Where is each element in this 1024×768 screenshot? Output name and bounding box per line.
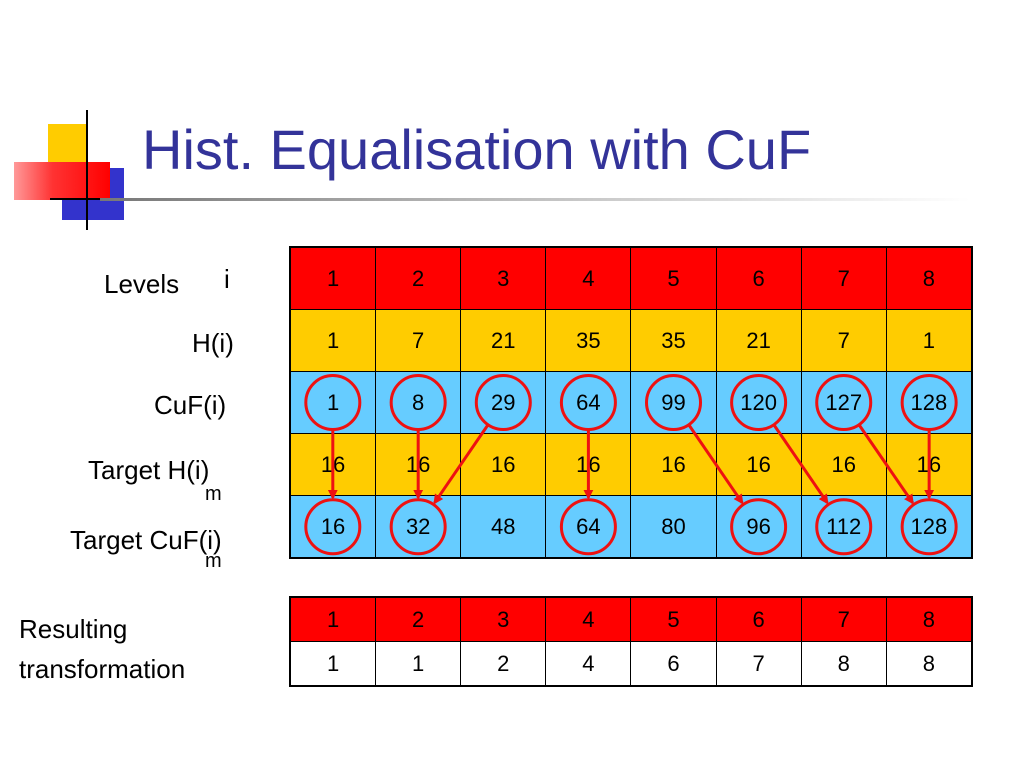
target-cuf-cell: 112 — [800, 495, 887, 559]
h-cell: 21 — [460, 309, 547, 372]
target-h-cell: 16 — [800, 433, 887, 496]
result-level-cell: 7 — [800, 596, 887, 642]
target-cuf-cell: 32 — [375, 495, 462, 559]
cuf-cell: 64 — [545, 371, 632, 434]
result-value-cell: 1 — [375, 641, 462, 687]
cuf-cell: 1 — [289, 371, 377, 434]
target-cuf-cell: 128 — [885, 495, 973, 559]
label-cuf: CuF(i) — [154, 390, 227, 420]
result-levels-row: 1 2 3 4 5 6 7 8 — [289, 596, 973, 642]
result-value-cell: 4 — [545, 641, 632, 687]
title-underline — [100, 198, 970, 201]
levels-cell: 3 — [460, 246, 547, 310]
result-value-cell: 7 — [715, 641, 802, 687]
levels-cell: 2 — [375, 246, 462, 310]
h-cell: 35 — [630, 309, 717, 372]
levels-cell: 1 — [289, 246, 377, 310]
logo-vertical-line — [86, 110, 88, 230]
label-target-cuf-sub: m — [205, 550, 222, 572]
target-h-cell: 16 — [715, 433, 802, 496]
result-value-cell: 6 — [630, 641, 717, 687]
h-cell: 7 — [375, 309, 462, 372]
label-levels: Levels — [104, 269, 180, 299]
cuf-cell: 128 — [885, 371, 973, 434]
target-cuf-cell: 64 — [545, 495, 632, 559]
result-level-cell: 4 — [545, 596, 632, 642]
target-h-cell: 16 — [885, 433, 973, 496]
result-level-cell: 3 — [460, 596, 547, 642]
h-cell: 1 — [885, 309, 973, 372]
cuf-cell: 120 — [715, 371, 802, 434]
levels-cell: 6 — [715, 246, 802, 310]
logo-red-bar — [14, 162, 110, 200]
h-cell: 7 — [800, 309, 887, 372]
result-label-line1: Resulting — [19, 614, 128, 644]
result-value-cell: 8 — [885, 641, 973, 687]
target-h-cell: 16 — [545, 433, 632, 496]
target-cuf-cell: 48 — [460, 495, 547, 559]
cuf-cell: 8 — [375, 371, 462, 434]
result-level-cell: 2 — [375, 596, 462, 642]
label-target-h-sub: m — [205, 483, 222, 505]
target-h-cell: 16 — [460, 433, 547, 496]
result-value-cell: 1 — [289, 641, 377, 687]
h-cell: 21 — [715, 309, 802, 372]
levels-cell: 8 — [885, 246, 973, 310]
target-cuf-cell: 16 — [289, 495, 377, 559]
levels-cell: 4 — [545, 246, 632, 310]
result-table: 1 2 3 4 5 6 7 8 1 1 2 4 6 7 8 8 — [289, 596, 973, 687]
result-value-cell: 2 — [460, 641, 547, 687]
levels-row: 1 2 3 4 5 6 7 8 — [289, 246, 973, 310]
target-h-cell: 16 — [630, 433, 717, 496]
logo-horizontal-line — [50, 198, 130, 200]
cuf-cell: 127 — [800, 371, 887, 434]
result-values-row: 1 1 2 4 6 7 8 8 — [289, 641, 973, 687]
label-target-cuf: Target CuF(i) — [70, 525, 222, 555]
target-h-cell: 16 — [375, 433, 462, 496]
h-cell: 35 — [545, 309, 632, 372]
target-h-row: 16 16 16 16 16 16 16 16 — [289, 433, 973, 496]
result-level-cell: 5 — [630, 596, 717, 642]
label-levels-var: i — [224, 264, 230, 294]
cuf-table: 1 2 3 4 5 6 7 8 1 7 21 35 35 21 7 1 1 8 … — [289, 246, 973, 559]
h-row: 1 7 21 35 35 21 7 1 — [289, 309, 973, 372]
result-level-cell: 8 — [885, 596, 973, 642]
cuf-cell: 99 — [630, 371, 717, 434]
target-cuf-cell: 96 — [715, 495, 802, 559]
result-value-cell: 8 — [800, 641, 887, 687]
h-cell: 1 — [289, 309, 377, 372]
target-cuf-row: 16 32 48 64 80 96 112 128 — [289, 495, 973, 559]
target-cuf-cell: 80 — [630, 495, 717, 559]
result-label-line2: transformation — [19, 654, 186, 684]
levels-cell: 5 — [630, 246, 717, 310]
cuf-cell: 29 — [460, 371, 547, 434]
cuf-row: 1 8 29 64 99 120 127 128 — [289, 371, 973, 434]
result-level-cell: 6 — [715, 596, 802, 642]
target-h-cell: 16 — [289, 433, 377, 496]
label-h: H(i) — [192, 328, 234, 358]
result-level-cell: 1 — [289, 596, 377, 642]
levels-cell: 7 — [800, 246, 887, 310]
slide-title: Hist. Equalisation with CuF — [142, 118, 812, 181]
label-target-h: Target H(i) — [88, 455, 210, 485]
